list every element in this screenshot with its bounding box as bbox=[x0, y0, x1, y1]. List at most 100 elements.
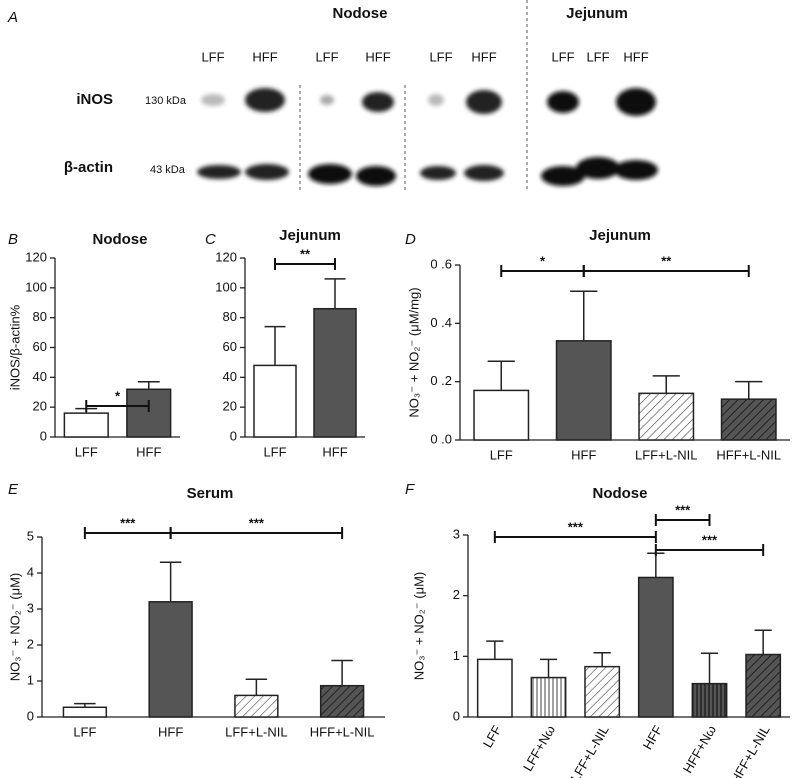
significance-label: * bbox=[115, 388, 121, 403]
y-tick-label: 2 bbox=[27, 636, 34, 651]
x-tick-label: HFF+L-NIL bbox=[727, 723, 772, 778]
x-tick-label: HFF bbox=[571, 447, 596, 462]
significance-bracket bbox=[654, 514, 711, 526]
lane-label: HFF bbox=[365, 49, 390, 64]
row-size: 43 kDa bbox=[150, 164, 186, 176]
bar-chart: B Nodose iNOS/β-actin% 0 20 40 60 80 100 120 LFF HF… bbox=[7, 231, 180, 459]
row-label: β-actin bbox=[64, 159, 113, 176]
bar-chart: C Jejunum 0 20 40 60 80 100 120 LFF HFF ** bbox=[205, 227, 365, 459]
x-tick-label: LFF+L-NIL bbox=[635, 447, 698, 462]
x-tick-label: HFF+L-NIL bbox=[310, 724, 375, 739]
group-title: Nodose bbox=[332, 5, 387, 22]
significance-label: *** bbox=[702, 532, 718, 547]
panel-letter: C bbox=[205, 231, 216, 248]
y-tick-label: 40 bbox=[33, 369, 47, 384]
y-tick-label: 80 bbox=[33, 309, 47, 324]
lane-label: LFF bbox=[201, 49, 224, 64]
y-tick-label: 60 bbox=[33, 339, 47, 354]
y-tick-label: 3 bbox=[27, 600, 34, 615]
bar bbox=[638, 392, 695, 441]
lane-label: HFF bbox=[252, 49, 277, 64]
lane-label: LFF bbox=[586, 49, 609, 64]
significance-bracket bbox=[169, 527, 344, 539]
y-tick-label: 80 bbox=[223, 309, 237, 324]
chart-title: Nodose bbox=[592, 485, 647, 502]
row-size: 130 kDa bbox=[145, 95, 187, 107]
y-tick-label: 20 bbox=[33, 399, 47, 414]
x-tick-label: HFF bbox=[640, 723, 666, 752]
y-tick-label: 0 bbox=[230, 428, 237, 443]
chart-title: Jejunum bbox=[279, 227, 341, 244]
y-axis-label: NO₃⁻ + NO₂⁻ (μM) bbox=[411, 572, 426, 680]
bar bbox=[126, 388, 172, 438]
lane-label: LFF bbox=[551, 49, 574, 64]
x-tick-label: LFF+L-NIL bbox=[225, 724, 288, 739]
y-tick-label: 5 bbox=[27, 528, 34, 543]
y-tick-label: 0 bbox=[27, 708, 34, 723]
lane-label: HFF bbox=[623, 49, 648, 64]
x-tick-label: LFF+Nω bbox=[520, 723, 558, 774]
significance-label: *** bbox=[120, 515, 136, 530]
y-tick-label: 1 bbox=[27, 672, 34, 687]
bar bbox=[555, 340, 612, 441]
bar bbox=[745, 653, 782, 718]
bar bbox=[473, 389, 530, 441]
x-tick-label: HFF+Nω bbox=[680, 723, 719, 776]
bar bbox=[234, 694, 279, 718]
significance-label: * bbox=[540, 253, 546, 268]
significance-bracket bbox=[493, 531, 657, 543]
y-axis-label: iNOS/β-actin% bbox=[7, 304, 22, 390]
row-label: iNOS bbox=[76, 91, 113, 108]
bar bbox=[637, 576, 674, 718]
significance-label: *** bbox=[675, 502, 691, 517]
bar bbox=[530, 676, 567, 718]
bar bbox=[584, 665, 621, 718]
bar-chart: D Jejunum NO₃⁻ + NO₂⁻ (μM/mg) 0 .0 0 .2 0 .4 0… bbox=[405, 227, 790, 462]
bar bbox=[148, 601, 193, 718]
panel-letter: D bbox=[405, 231, 416, 248]
chart-title: Serum bbox=[187, 485, 234, 502]
y-tick-label: 120 bbox=[215, 249, 237, 264]
x-tick-label: HFF+L-NIL bbox=[716, 447, 781, 462]
bar bbox=[62, 706, 108, 718]
significance-label: ** bbox=[661, 253, 672, 268]
bar bbox=[313, 307, 357, 438]
lane-label: HFF bbox=[471, 49, 496, 64]
x-tick-label: LFF bbox=[73, 724, 96, 739]
x-tick-label: LFF+L-NIL bbox=[568, 723, 612, 778]
x-tick-label: HFF bbox=[322, 444, 347, 459]
y-tick-label: 20 bbox=[223, 399, 237, 414]
x-tick-label: HFF bbox=[158, 724, 183, 739]
x-tick-label: LFF bbox=[263, 444, 286, 459]
lane-label: LFF bbox=[429, 49, 452, 64]
x-tick-label: LFF bbox=[75, 444, 98, 459]
blot-bands bbox=[197, 88, 658, 186]
significance-label: ** bbox=[300, 246, 311, 261]
chart-title: Jejunum bbox=[589, 227, 651, 244]
y-tick-label: 0 bbox=[40, 428, 47, 443]
panel-letter: F bbox=[405, 481, 415, 498]
y-tick-label: 60 bbox=[223, 339, 237, 354]
bar bbox=[691, 682, 728, 718]
chart-title: Nodose bbox=[92, 231, 147, 248]
y-tick-label: 4 bbox=[27, 564, 34, 579]
y-tick-label: 2 bbox=[453, 587, 460, 602]
panel-letter: E bbox=[8, 481, 19, 498]
bar bbox=[319, 684, 365, 718]
significance-bracket bbox=[654, 544, 765, 556]
panel-letter: B bbox=[8, 231, 18, 248]
x-tick-label: LFF bbox=[490, 447, 513, 462]
lane-label: LFF bbox=[315, 49, 338, 64]
y-tick-label: 0 .0 bbox=[430, 431, 452, 446]
y-tick-label: 0 .2 bbox=[430, 373, 452, 388]
significance-bracket bbox=[274, 258, 336, 270]
y-tick-label: 3 bbox=[453, 526, 460, 541]
y-tick-label: 0 bbox=[453, 708, 460, 723]
bar bbox=[720, 398, 777, 441]
y-tick-label: 100 bbox=[215, 279, 237, 294]
significance-label: *** bbox=[568, 519, 584, 534]
significance-bracket bbox=[582, 265, 750, 277]
group-title: Jejunum bbox=[566, 5, 628, 22]
y-axis-label: NO₃⁻ + NO₂⁻ (μM) bbox=[7, 573, 22, 681]
